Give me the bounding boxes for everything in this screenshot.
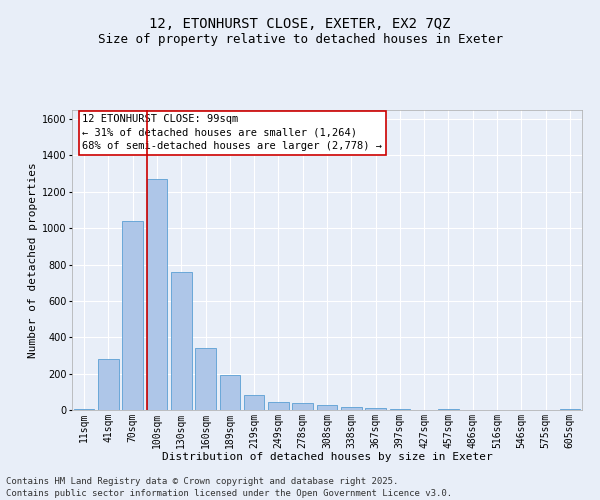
- Bar: [560, 408, 580, 410]
- Bar: [341, 406, 362, 410]
- Text: 12, ETONHURST CLOSE, EXETER, EX2 7QZ: 12, ETONHURST CLOSE, EXETER, EX2 7QZ: [149, 18, 451, 32]
- Bar: [74, 408, 94, 410]
- Text: 12 ETONHURST CLOSE: 99sqm
← 31% of detached houses are smaller (1,264)
68% of se: 12 ETONHURST CLOSE: 99sqm ← 31% of detac…: [82, 114, 382, 151]
- Bar: [98, 359, 119, 410]
- Bar: [220, 376, 240, 410]
- Bar: [317, 405, 337, 410]
- Bar: [389, 408, 410, 410]
- Bar: [122, 221, 143, 410]
- Y-axis label: Number of detached properties: Number of detached properties: [28, 162, 38, 358]
- Bar: [268, 402, 289, 410]
- Bar: [146, 179, 167, 410]
- Bar: [195, 348, 216, 410]
- X-axis label: Distribution of detached houses by size in Exeter: Distribution of detached houses by size …: [161, 452, 493, 462]
- Bar: [171, 272, 191, 410]
- Text: Size of property relative to detached houses in Exeter: Size of property relative to detached ho…: [97, 32, 503, 46]
- Bar: [244, 396, 265, 410]
- Bar: [365, 408, 386, 410]
- Bar: [292, 403, 313, 410]
- Text: Contains HM Land Registry data © Crown copyright and database right 2025.
Contai: Contains HM Land Registry data © Crown c…: [6, 476, 452, 498]
- Bar: [438, 408, 459, 410]
